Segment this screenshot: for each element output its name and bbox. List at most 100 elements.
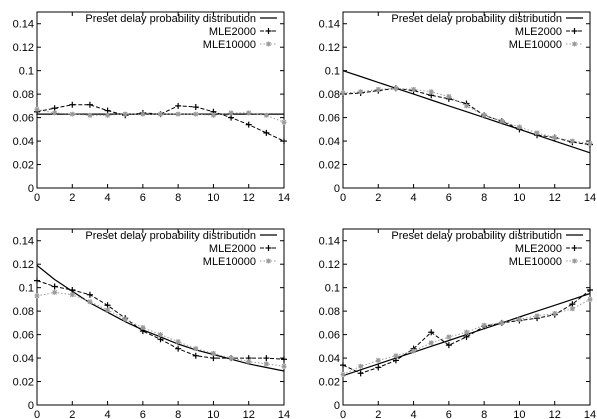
data-point (516, 124, 522, 130)
data-point (246, 359, 252, 365)
y-tick-label: 0.06 (319, 113, 340, 125)
data-point (158, 332, 163, 338)
y-tick-label: 0.04 (13, 136, 34, 148)
data-point (534, 130, 540, 136)
x-tick-label: 10 (207, 192, 219, 204)
x-tick-label: 10 (513, 409, 525, 419)
x-tick-label: 4 (411, 192, 417, 204)
plot-frame (36, 11, 285, 189)
x-tick-label: 6 (140, 192, 146, 204)
data-point (246, 110, 252, 116)
y-tick-label: 0.1 (325, 66, 340, 78)
data-point (428, 89, 434, 95)
legend-label: MLE2000 (209, 26, 256, 38)
data-point (340, 90, 346, 96)
x-tick-label: 2 (69, 409, 75, 419)
legend: Preset delay probability distributionMLE… (391, 13, 583, 51)
x-tick-label: 6 (446, 192, 452, 204)
data-point (587, 287, 593, 294)
data-point (34, 293, 40, 299)
x-tick-label: 4 (411, 409, 417, 419)
data-point (446, 93, 452, 99)
data-point (86, 291, 93, 298)
data-point (375, 364, 382, 371)
series-line (342, 70, 591, 154)
data-point (375, 357, 381, 363)
data-point (193, 111, 199, 117)
series-preset-delay-probability-distribution (36, 264, 285, 372)
legend-label: Preset delay probability distribution (391, 13, 562, 25)
series-mle10000 (340, 296, 593, 377)
legend-label: Preset delay probability distribution (391, 230, 562, 242)
y-tick-label: 0.14 (13, 236, 34, 248)
y-tick-label: 0.02 (13, 160, 34, 172)
data-point (193, 346, 199, 352)
y-tick-label: 0.1 (19, 283, 34, 295)
data-point (228, 114, 235, 121)
series-line (36, 104, 285, 142)
y-tick-label: 0.12 (319, 259, 340, 271)
data-point (140, 111, 146, 117)
series-line (36, 291, 285, 367)
data-point (375, 86, 381, 92)
x-tick-label: 12 (549, 192, 561, 204)
x-tick-label: 8 (481, 409, 487, 419)
data-point (122, 316, 128, 322)
data-point (210, 350, 216, 356)
data-point (281, 119, 287, 125)
data-point (392, 357, 399, 364)
data-point (393, 353, 399, 359)
x-tick-label: 0 (34, 192, 40, 204)
y-tick-label: 0.04 (13, 353, 34, 365)
data-point (464, 329, 469, 335)
data-point (157, 336, 164, 343)
data-point (266, 41, 271, 47)
x-tick-label: 8 (481, 192, 487, 204)
data-point (463, 333, 470, 340)
series-preset-delay-probability-distribution (342, 70, 591, 154)
data-point (34, 106, 40, 112)
data-point (105, 112, 111, 118)
data-point (572, 258, 577, 264)
data-point (69, 292, 75, 298)
x-tick-label: 8 (175, 409, 181, 419)
data-point (104, 107, 111, 114)
y-tick-label: 0.12 (13, 259, 34, 271)
x-tick-label: 4 (105, 409, 111, 419)
data-point (263, 129, 270, 136)
y-tick-label: 0.12 (13, 42, 34, 54)
data-point (464, 103, 469, 109)
data-point (210, 112, 216, 118)
data-point (499, 118, 505, 124)
series-mle10000 (34, 106, 287, 125)
x-tick-label: 0 (340, 192, 346, 204)
data-point (228, 110, 234, 116)
x-tick-label: 2 (69, 192, 75, 204)
chart-panel-1: 0 0.02 0.04 0.06 0.08 0.1 0.12 0.14 0 2 4 6 8 10 12 14 P… (13, 11, 290, 204)
data-point (86, 101, 93, 108)
x-tick-label: 14 (278, 192, 290, 204)
data-point (87, 299, 93, 305)
data-point (192, 104, 199, 111)
y-tick-label: 0.14 (319, 236, 340, 248)
y-tick-label: 0 (334, 183, 340, 195)
legend-label: Preset delay probability distribution (85, 230, 256, 242)
data-point (175, 111, 181, 117)
data-point (428, 340, 434, 346)
y-tick-label: 0.1 (325, 283, 340, 295)
y-tick-label: 0.06 (13, 113, 34, 125)
data-point (499, 320, 505, 326)
data-point (105, 307, 111, 313)
x-tick-label: 12 (243, 192, 255, 204)
data-point (411, 86, 417, 92)
series-mle2000 (34, 277, 287, 363)
chart-panel-2: 0 0.02 0.04 0.06 0.08 0.1 0.12 0.14 0 2 4 6 8 10 12 14 P… (319, 11, 596, 204)
data-point (158, 111, 163, 117)
y-tick-label: 0.04 (319, 353, 340, 365)
data-point (265, 245, 272, 251)
data-point (263, 112, 269, 118)
data-point (569, 306, 575, 312)
data-point (446, 334, 452, 340)
x-tick-label: 14 (584, 409, 596, 419)
